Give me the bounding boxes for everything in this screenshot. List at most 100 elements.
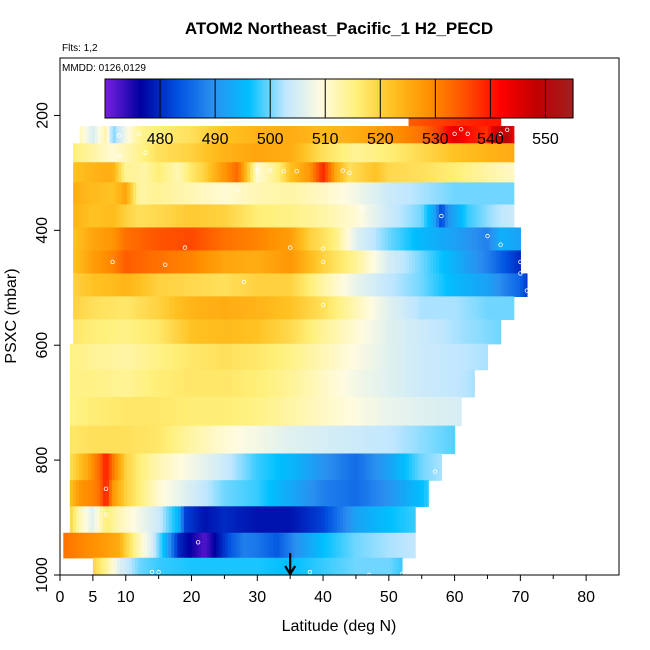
heatmap-cell [390,453,395,481]
heatmap-cell [351,396,356,427]
heatmap-cell [469,182,473,206]
heatmap-cell [79,273,83,297]
colorbar-segment [157,79,160,118]
heatmap-cell [289,296,293,320]
colorbar-segment [261,79,264,118]
colorbar-segment [401,79,404,118]
colorbar-segment [341,79,344,118]
heatmap-cell [171,453,176,481]
heatmap-cell [409,273,413,297]
heatmap-cell [165,343,170,371]
heatmap-cell [244,204,248,229]
heatmap-cell [330,369,335,398]
heatmap-cell [309,425,314,455]
heatmap-cell [232,204,236,229]
heatmap-cell [235,204,239,229]
heatmap-cell [469,273,473,297]
heatmap-cell [357,453,362,481]
heatmap-cell [480,343,485,371]
heatmap-cell [283,182,287,206]
heatmap-cell [213,425,218,455]
heatmap-cell [139,296,143,320]
heatmap-cell [136,143,140,163]
heatmap-cell [204,425,209,455]
heatmap-cell [322,296,326,320]
heatmap-cell [240,506,245,534]
heatmap-cell [241,204,245,229]
heatmap-cell [178,296,182,320]
heatmap-cell [355,143,359,163]
heatmap-cell [343,162,347,183]
heatmap-cell [237,343,242,371]
heatmap-cell [508,162,512,183]
colorbar-segment [145,79,148,118]
heatmap-cell [138,369,143,398]
heatmap-cell [301,227,305,252]
colorbar-segment [447,79,450,118]
heatmap-cell [109,273,113,297]
heatmap-cell [346,143,350,163]
heatmap-cell [378,532,382,559]
heatmap-cell [69,506,74,534]
heatmap-cell [76,204,80,229]
x-tick-label: 20 [183,589,201,606]
heatmap-cell [502,250,506,275]
heatmap-cell [309,369,314,398]
heatmap-cell [367,296,371,320]
heatmap-cell [192,396,197,427]
heatmap-cell [340,250,344,275]
heatmap-cell [103,182,107,206]
heatmap-cell [445,126,450,144]
heatmap-cell [271,319,275,345]
heatmap-cell [466,162,470,183]
heatmap-cell [194,557,199,576]
heatmap-cell [93,480,98,507]
heatmap-cell [205,273,209,297]
heatmap-cell [388,273,392,297]
colorbar-segment [163,79,166,118]
heatmap-cell [363,396,368,427]
heatmap-cell [388,162,392,183]
heatmap-cell [273,369,278,398]
heatmap-cell [379,182,383,206]
heatmap-cell [270,343,275,371]
heatmap-cell [190,204,194,229]
heatmap-cell [150,506,155,534]
heatmap-cell [460,126,465,144]
heatmap-cell [250,319,254,345]
colorbar-segment [209,79,212,118]
heatmap-cell [220,143,224,163]
heatmap-cell [212,557,217,576]
heatmap-cell [412,250,416,275]
heatmap-cell [466,204,470,229]
heatmap-cell [186,369,191,398]
heatmap-cell [97,143,101,163]
heatmap-cell [348,343,353,371]
heatmap-cell [125,557,130,576]
heatmap-cell [163,296,167,320]
heatmap-cell [271,273,275,297]
heatmap-cell [154,204,158,229]
heatmap-cell [466,273,470,297]
heatmap-cell [487,273,491,297]
heatmap-cell [141,369,146,398]
heatmap-cell [393,506,398,534]
heatmap-cell [312,343,317,371]
heatmap-cell [133,143,137,163]
heatmap-cell [301,126,306,144]
heatmap-cell [151,296,155,320]
heatmap-cell [201,506,206,534]
heatmap-cell [435,425,440,455]
heatmap-cell [285,532,289,559]
heatmap-cell [231,425,236,455]
heatmap-cell [400,227,404,252]
heatmap-cell [438,369,443,398]
heatmap-cell [499,319,502,345]
heatmap-cell [103,162,107,183]
heatmap-cell [88,143,92,163]
heatmap-cell [204,506,209,534]
heatmap-cell [360,453,365,481]
heatmap-cell [196,126,201,144]
heatmap-cell [121,204,125,229]
heatmap-cell [228,343,233,371]
